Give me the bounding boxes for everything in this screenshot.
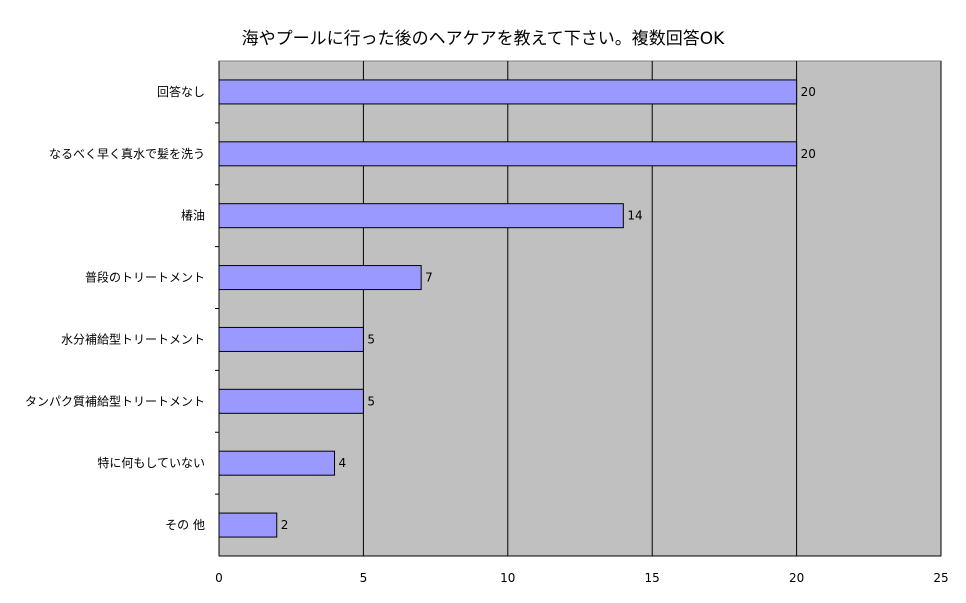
category-label: 特に何もしていない (97, 455, 205, 470)
bar (218, 512, 278, 538)
value-labels: 20 20 14 7 5 5 4 2 (281, 85, 816, 532)
category-label: なるべく早く真水で髪を洗う (49, 147, 205, 161)
category-labels: 回答なしなるべく早く真水で髪を洗う椿油普段のトリートメント水分補給型トリートメン… (25, 84, 205, 532)
bar-value-label: 5 (367, 332, 375, 346)
bar-value-label: 20 (801, 85, 816, 99)
category-label: タンパク質補給型トリートメント (25, 393, 205, 408)
bar-value-label: 4 (339, 456, 347, 470)
x-tick-label: 20 (789, 571, 804, 585)
bar-value-label: 5 (367, 394, 375, 408)
bar (218, 450, 336, 476)
bar (218, 265, 422, 291)
chart-title: 海やプールに行った後のヘアケアを教えて下さい。複数回答OK (241, 29, 725, 49)
bar (218, 141, 798, 167)
bar-value-label: 14 (627, 209, 642, 223)
bar (218, 203, 624, 229)
category-label: 普段のトリートメント (85, 270, 205, 285)
bar-value-label: 7 (425, 271, 433, 285)
bar (218, 79, 798, 105)
bar (218, 388, 364, 414)
axis-ticks: 0 5 10 15 20 25 (215, 122, 949, 585)
category-label: その 他 (165, 518, 205, 532)
x-tick-label: 5 (360, 571, 368, 585)
bar (218, 326, 364, 352)
category-label: 椿油 (181, 209, 205, 223)
x-tick-label: 0 (215, 571, 223, 585)
category-label: 水分補給型トリートメント (61, 332, 205, 346)
bar-value-label: 20 (801, 147, 816, 161)
x-tick-label: 15 (645, 571, 660, 585)
gridlines (362, 61, 942, 556)
plot-area (218, 60, 942, 557)
x-tick-label: 10 (500, 571, 515, 585)
bar-value-label: 2 (281, 518, 289, 532)
category-label: 回答なし (157, 84, 205, 99)
x-tick-label: 25 (933, 571, 948, 585)
